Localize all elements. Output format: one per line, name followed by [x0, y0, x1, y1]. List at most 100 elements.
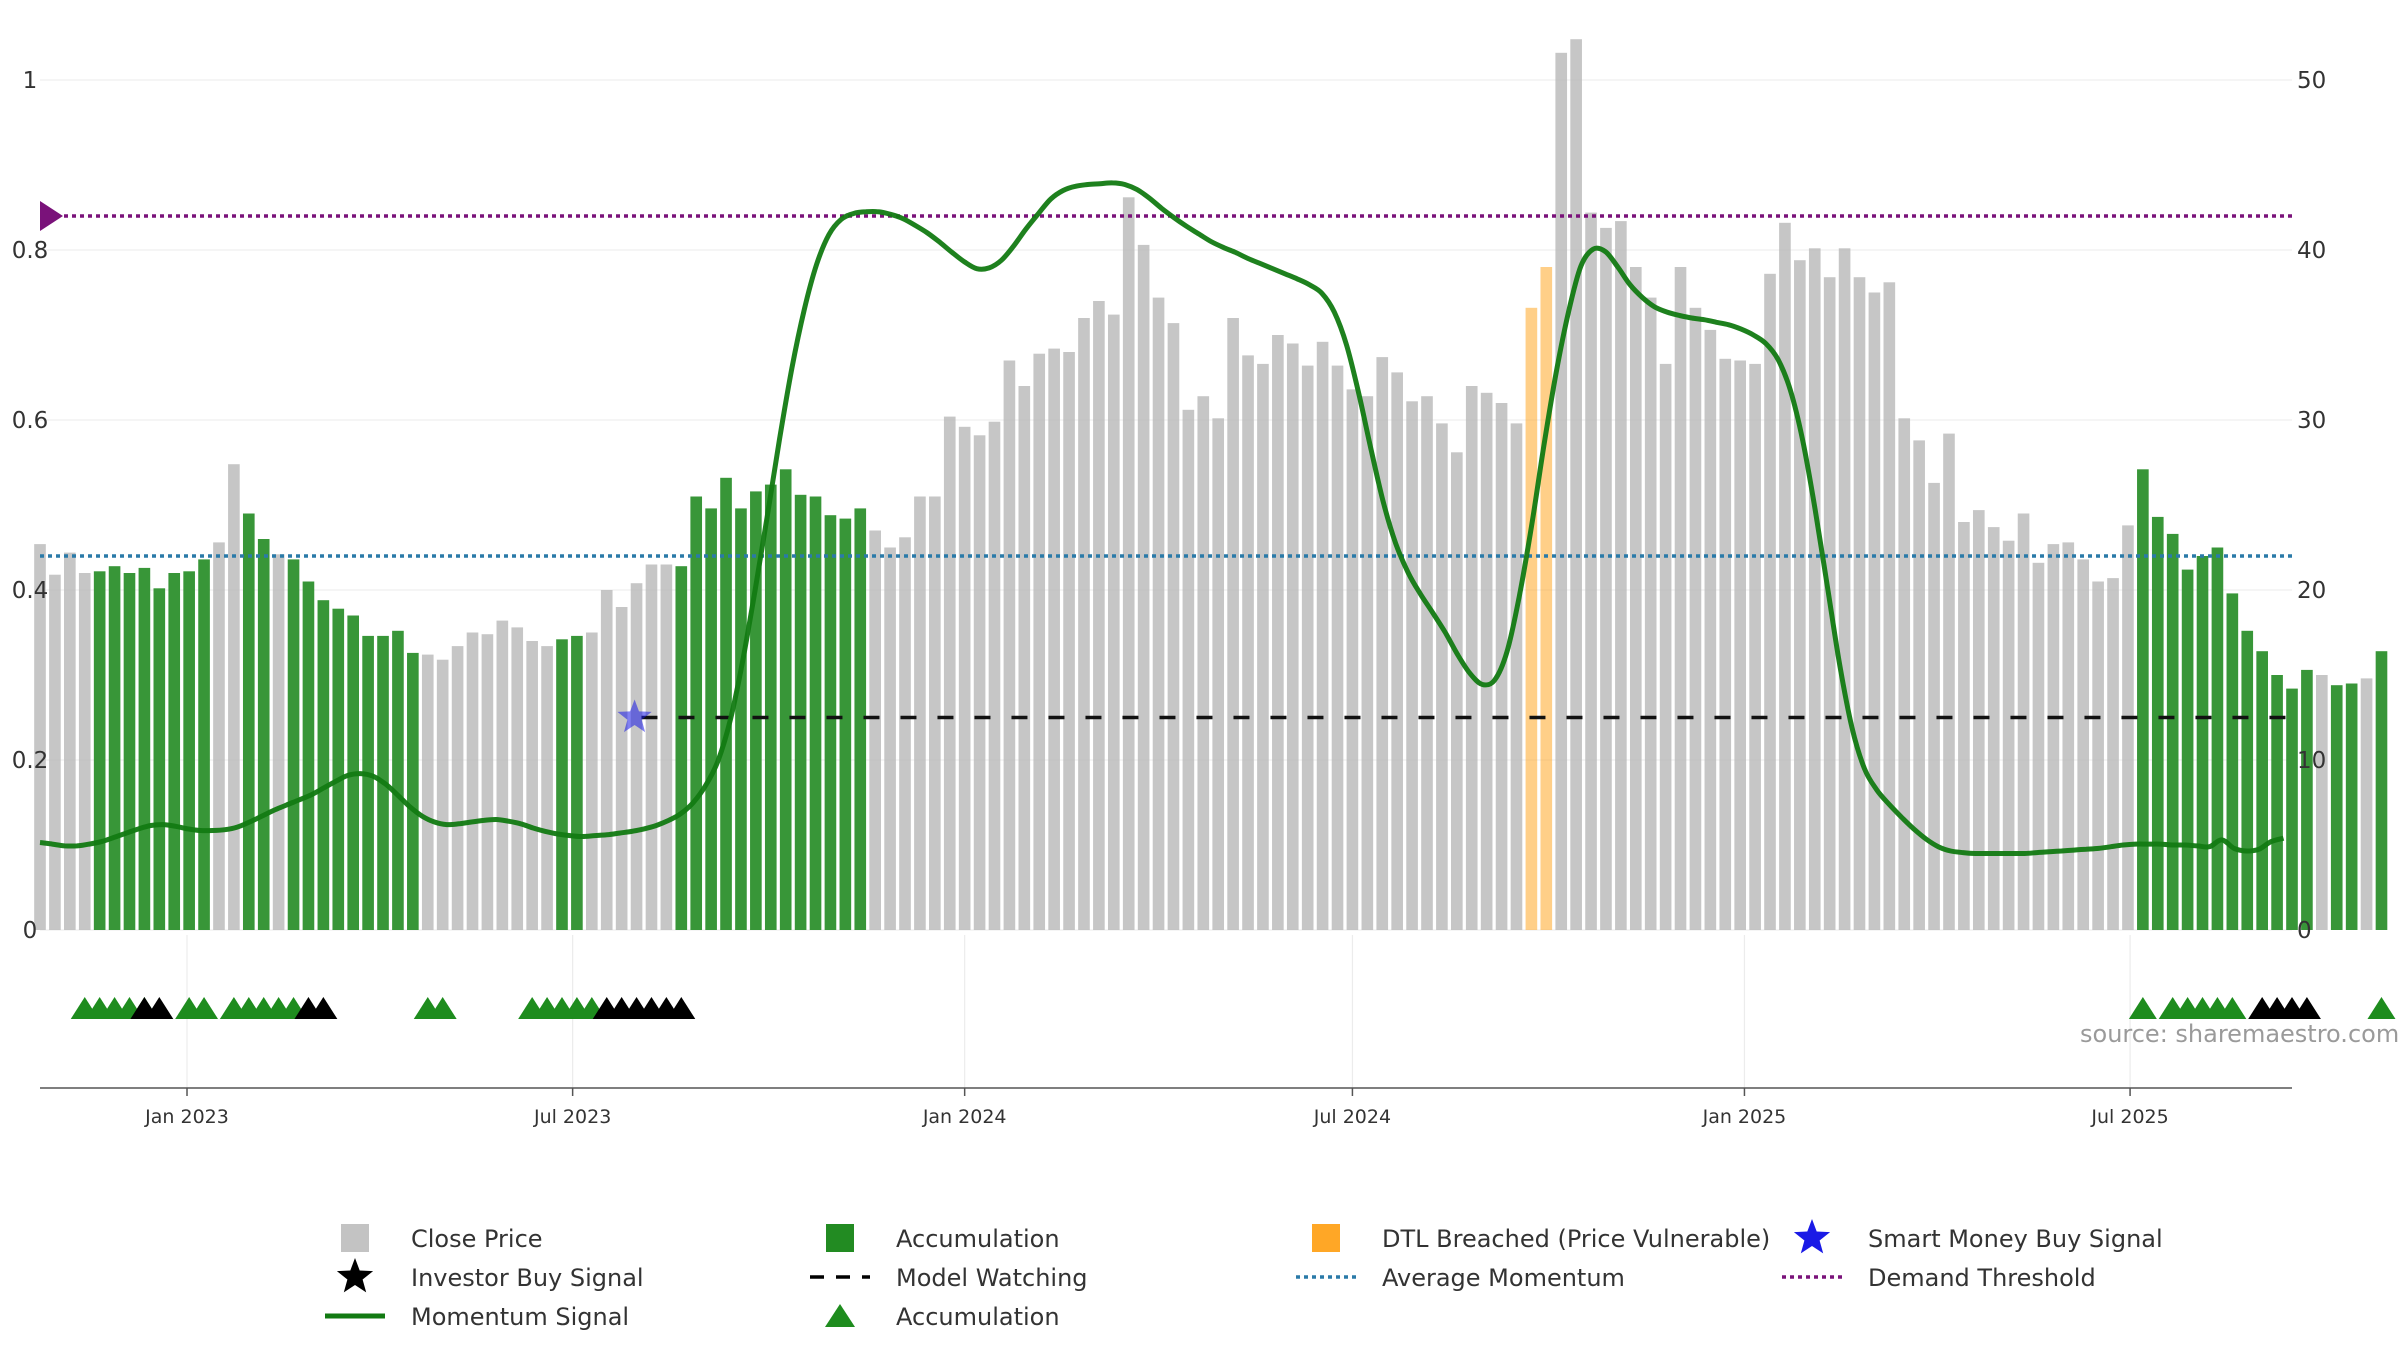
- close-price-bar: [1913, 440, 1925, 930]
- accumulation-bar: [794, 494, 807, 930]
- accumulation-bar: [2271, 675, 2283, 930]
- close-price-bar: [660, 564, 673, 930]
- close-price-bar: [1316, 341, 1329, 930]
- close-price-bar: [451, 646, 464, 930]
- accumulation-marker: [190, 997, 219, 1019]
- investor-buy-signal-marker: [145, 997, 174, 1019]
- close-price-bar: [914, 496, 926, 930]
- accumulation-bar: [779, 469, 792, 930]
- legend-label: Investor Buy Signal: [411, 1264, 644, 1292]
- close-price-bar: [973, 435, 986, 930]
- close-price-bar: [988, 421, 1001, 930]
- close-price-bar: [1212, 418, 1225, 930]
- close-price-bar: [1555, 52, 1568, 931]
- legend-item-smart: Smart Money Buy Signal: [1793, 1219, 2163, 1254]
- close-price-bar: [1868, 292, 1881, 930]
- close-price-bar: [272, 554, 285, 930]
- accumulation-bar: [108, 566, 121, 930]
- accumulation-bar: [824, 515, 837, 930]
- y-left-tick-label: 1: [23, 68, 38, 94]
- accumulation-bar: [242, 513, 255, 930]
- y-right-tick-label: 40: [2297, 238, 2326, 264]
- close-price-bar: [899, 537, 911, 930]
- close-price-bar: [2360, 678, 2373, 930]
- close-price-bar: [466, 632, 479, 930]
- close-price-bar: [1376, 357, 1389, 931]
- close-price-bar: [1451, 452, 1463, 930]
- close-price-bar: [1689, 307, 1702, 930]
- close-price-bar: [1018, 386, 1031, 930]
- close-price-bar: [884, 547, 896, 930]
- legend-triangle-icon: [825, 1304, 855, 1327]
- accumulation-bar: [153, 588, 166, 930]
- close-price-bar: [34, 544, 46, 930]
- close-price-bar: [1585, 212, 1597, 931]
- legend-item-close: Close Price: [341, 1224, 543, 1253]
- close-price-bar: [1436, 423, 1448, 930]
- accumulation-bar: [362, 635, 374, 930]
- close-price-bar: [630, 583, 643, 930]
- legend-item-demand: Demand Threshold: [1782, 1264, 2096, 1292]
- close-price-bar: [1272, 335, 1284, 930]
- close-price-bar: [1078, 318, 1090, 930]
- accumulation-bar: [407, 652, 419, 930]
- close-price-bar: [1958, 522, 1970, 930]
- x-tick-label: Jan 2023: [144, 1106, 229, 1128]
- close-price-bar: [1301, 365, 1314, 931]
- y-left-tick-label: 0: [23, 918, 38, 944]
- close-price-bar: [615, 607, 628, 930]
- close-price-bar: [1391, 372, 1403, 930]
- close-price-bar: [1510, 423, 1523, 930]
- close-price-bar: [1242, 355, 1254, 930]
- accumulation-bar: [690, 496, 703, 930]
- legend-swatch: [1312, 1224, 1340, 1252]
- accumulation-bar: [93, 571, 106, 930]
- accumulation-bar: [2226, 593, 2239, 930]
- close-price-bar: [2107, 578, 2119, 930]
- accumulation-bar: [809, 496, 822, 930]
- y-right-tick-label: 30: [2297, 408, 2326, 434]
- close-price-bar: [1257, 363, 1269, 930]
- accumulation-marker: [2218, 997, 2247, 1019]
- accumulation-bar: [764, 484, 777, 930]
- close-price-bar: [481, 634, 494, 930]
- accumulation-bar: [2166, 533, 2179, 930]
- close-price-bar: [1987, 527, 2000, 930]
- y-right-tick-label: 0: [2297, 918, 2312, 944]
- legend-star-icon: [1793, 1219, 1831, 1254]
- close-price-bar: [1122, 197, 1135, 931]
- close-price-bar: [526, 641, 538, 930]
- accumulation-bar: [720, 477, 732, 930]
- close-price-bar: [1167, 323, 1180, 931]
- accumulation-bar: [2286, 688, 2298, 930]
- accumulation-bar: [183, 571, 195, 930]
- close-price-bar: [1704, 329, 1717, 930]
- close-price-bar: [2122, 525, 2134, 930]
- accumulation-bar: [2256, 651, 2268, 930]
- close-price-bar: [436, 659, 449, 930]
- y-left-tick-label: 0.2: [12, 748, 49, 774]
- accumulation-bar: [2301, 669, 2313, 930]
- close-price-bar: [1346, 389, 1359, 930]
- x-tick-label: Jan 2025: [1702, 1106, 1787, 1128]
- close-price-bar: [2077, 559, 2090, 930]
- accumulation-bar: [705, 508, 717, 930]
- legend-item-momentum: Momentum Signal: [325, 1303, 629, 1331]
- close-price-bar: [1570, 39, 1582, 930]
- x-tick-label: Jul 2025: [2090, 1106, 2168, 1128]
- accumulation-bar: [287, 559, 300, 930]
- close-price-bar: [1808, 248, 1821, 931]
- legend-label: Accumulation: [896, 1225, 1060, 1253]
- accumulation-bar: [123, 573, 136, 930]
- close-price-bar: [1615, 221, 1627, 931]
- close-price-bar: [541, 646, 553, 930]
- close-price-bar: [496, 620, 509, 930]
- legend-label: Demand Threshold: [1868, 1264, 2096, 1292]
- close-price-bar: [958, 426, 971, 930]
- legend-label: Accumulation: [896, 1303, 1060, 1331]
- close-price-bar: [1137, 244, 1150, 930]
- close-price-bar: [1421, 396, 1433, 930]
- close-price-bar: [2032, 562, 2045, 930]
